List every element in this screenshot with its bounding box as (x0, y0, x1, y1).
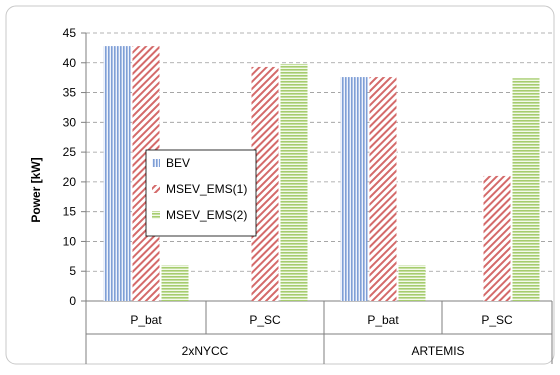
x-group-label: 2xNYCC (182, 344, 229, 358)
axes: 0 5 10 15 20 25 30 35 40 45 (63, 26, 552, 308)
y-tick-label: 25 (63, 145, 77, 159)
y-tick-label: 35 (63, 86, 77, 100)
y-tick-label: 20 (63, 175, 77, 189)
bar-msev-ems-2 (512, 78, 540, 301)
y-tick-label: 45 (63, 26, 77, 40)
y-tick-label: 10 (63, 234, 77, 248)
y-tick-label: 0 (69, 294, 76, 308)
bar-bev (103, 46, 131, 302)
x-tick-labels: P_bat P_SC P_bat P_SC 2xNYCC ARTEMIS (85, 301, 553, 364)
y-tick-label: 5 (69, 264, 76, 278)
chart-border (5, 5, 555, 365)
x-group-label: ARTEMIS (411, 344, 464, 358)
legend-swatch (152, 211, 160, 219)
bar-msev-ems-1 (369, 77, 397, 302)
legend: BEV MSEV_EMS(1) MSEV_EMS(2) (145, 149, 257, 237)
bar-bev (340, 77, 368, 302)
legend-swatch (152, 185, 160, 193)
bars (103, 46, 540, 302)
bar-msev-ems-2 (398, 265, 426, 301)
legend-label: MSEV_EMS(2) (166, 208, 247, 222)
legend-box (145, 149, 257, 237)
x-tick-label: P_SC (481, 313, 513, 327)
legend-swatch (152, 159, 160, 167)
y-tick-label: 30 (63, 115, 77, 129)
bar-msev-ems-1 (483, 175, 511, 301)
y-axis-label: Power [kW] (29, 157, 43, 222)
y-tick-label: 15 (63, 205, 77, 219)
legend-label: MSEV_EMS(1) (166, 182, 247, 196)
bar-msev-ems-2 (161, 265, 189, 301)
x-tick-label: P_bat (367, 313, 399, 327)
bar-msev-ems-2 (280, 63, 308, 301)
legend-label: BEV (166, 156, 190, 170)
x-tick-label: P_bat (130, 313, 162, 327)
x-tick-label: P_SC (249, 313, 281, 327)
y-tick-label: 40 (63, 56, 77, 70)
